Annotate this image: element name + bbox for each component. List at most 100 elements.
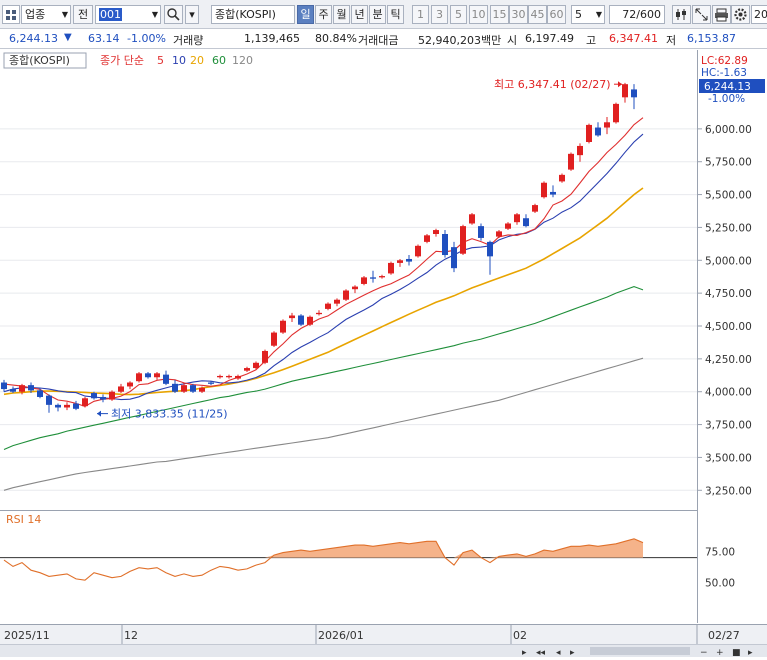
scroll-left-icon[interactable]: ▸ (522, 648, 527, 658)
candle[interactable] (100, 394, 106, 403)
candle[interactable] (514, 212, 520, 225)
candle[interactable] (127, 381, 133, 390)
market-select[interactable]: 업종 ▼ (21, 5, 71, 24)
scroll-bar[interactable]: ▸ ◂◂ ◂ ▸ − + ■ ▸ (0, 644, 767, 658)
zoom-out-icon[interactable]: − (700, 648, 708, 658)
code-input[interactable]: 001 ▼ (95, 5, 161, 24)
candle[interactable] (343, 289, 349, 302)
candle[interactable] (1, 379, 7, 392)
candle[interactable] (631, 84, 637, 110)
candle[interactable] (568, 152, 574, 171)
first-page-icon[interactable]: ◂◂ (536, 648, 546, 658)
candle[interactable] (397, 258, 403, 267)
candle[interactable] (595, 122, 601, 137)
period-tab-0[interactable]: 일 (297, 5, 314, 24)
candle[interactable] (559, 173, 565, 183)
next-page-icon[interactable]: ▸ (570, 648, 575, 658)
candle[interactable] (154, 372, 160, 380)
interval-button-3[interactable]: 3 (431, 5, 448, 24)
candle[interactable] (289, 312, 295, 323)
candle[interactable] (622, 82, 628, 103)
candle[interactable] (136, 372, 142, 383)
candle[interactable] (217, 374, 223, 379)
candle[interactable] (118, 383, 124, 394)
candle[interactable] (496, 230, 502, 238)
interval-button-15[interactable]: 15 (490, 5, 509, 24)
candle[interactable] (298, 314, 304, 326)
interval-select[interactable]: 5 ▼ (571, 5, 605, 24)
candle[interactable] (208, 381, 214, 386)
candle[interactable] (505, 222, 511, 231)
candle[interactable] (28, 382, 34, 394)
period-tab-5[interactable]: 틱 (387, 5, 404, 24)
candle[interactable] (199, 386, 205, 394)
candle[interactable] (469, 212, 475, 225)
candle[interactable] (55, 403, 61, 412)
candle[interactable] (145, 372, 151, 379)
candle[interactable] (379, 274, 385, 279)
candle[interactable] (361, 276, 367, 286)
scroll-right-icon[interactable]: ▸ (748, 648, 753, 658)
candle[interactable] (190, 383, 196, 394)
interval-button-30[interactable]: 30 (509, 5, 528, 24)
candle[interactable] (82, 396, 88, 408)
candle[interactable] (73, 400, 79, 411)
candle[interactable] (541, 181, 547, 199)
chart-tools-icon[interactable] (672, 5, 691, 24)
candle[interactable] (325, 302, 331, 311)
count-field[interactable]: 72/600 (609, 5, 665, 24)
candle[interactable] (271, 331, 277, 348)
interval-button-45[interactable]: 45 (528, 5, 547, 24)
candle[interactable] (442, 230, 448, 258)
chevron-down-icon[interactable]: ▾ (185, 5, 199, 24)
period-tab-1[interactable]: 주 (315, 5, 332, 24)
candle[interactable] (10, 386, 16, 394)
period-tab-2[interactable]: 월 (333, 5, 350, 24)
candle[interactable] (280, 319, 286, 334)
candle[interactable] (244, 366, 250, 372)
grid-menu-icon[interactable] (2, 5, 20, 24)
period-tab-4[interactable]: 분 (369, 5, 386, 24)
price-chart[interactable]: 최고 6,347.41 (02/27) 최저 3,833.35 (11/25) 종… (0, 50, 697, 510)
candle[interactable] (460, 224, 466, 256)
candle[interactable] (406, 255, 412, 266)
candle[interactable] (478, 223, 484, 241)
candle[interactable] (46, 394, 52, 413)
zoom-in-icon[interactable]: + (716, 648, 724, 658)
candle[interactable] (64, 402, 70, 411)
reset-icon[interactable]: ■ (732, 648, 741, 658)
candle[interactable] (334, 298, 340, 307)
candle[interactable] (307, 315, 313, 326)
candle[interactable] (604, 117, 610, 135)
interval-button-10[interactable]: 10 (469, 5, 488, 24)
candle[interactable] (424, 234, 430, 244)
candle[interactable] (37, 387, 43, 399)
candle[interactable] (523, 214, 529, 228)
candle[interactable] (451, 241, 457, 273)
candle[interactable] (532, 203, 538, 213)
candle[interactable] (352, 285, 358, 294)
candle[interactable] (163, 370, 169, 386)
candle[interactable] (109, 390, 115, 401)
period-tab-3[interactable]: 년 (351, 5, 368, 24)
candle[interactable] (253, 361, 259, 370)
candle[interactable] (235, 374, 241, 380)
candle[interactable] (370, 270, 376, 283)
candle[interactable] (172, 379, 178, 394)
candle[interactable] (586, 123, 592, 144)
gear-icon[interactable] (731, 5, 750, 24)
rsi-chart[interactable]: RSI 14 (0, 510, 697, 623)
candle[interactable] (487, 240, 493, 275)
candle[interactable] (433, 228, 439, 237)
candle[interactable] (316, 310, 322, 316)
prev-button[interactable]: 전 (73, 5, 93, 24)
candle[interactable] (19, 383, 25, 395)
scroll-thumb[interactable] (590, 647, 690, 655)
candle[interactable] (91, 391, 97, 400)
candle[interactable] (226, 374, 232, 379)
interval-button-60[interactable]: 60 (547, 5, 566, 24)
print-icon[interactable] (712, 5, 731, 24)
search-icon[interactable] (164, 5, 183, 24)
candle[interactable] (550, 185, 556, 198)
interval-button-1[interactable]: 1 (412, 5, 429, 24)
